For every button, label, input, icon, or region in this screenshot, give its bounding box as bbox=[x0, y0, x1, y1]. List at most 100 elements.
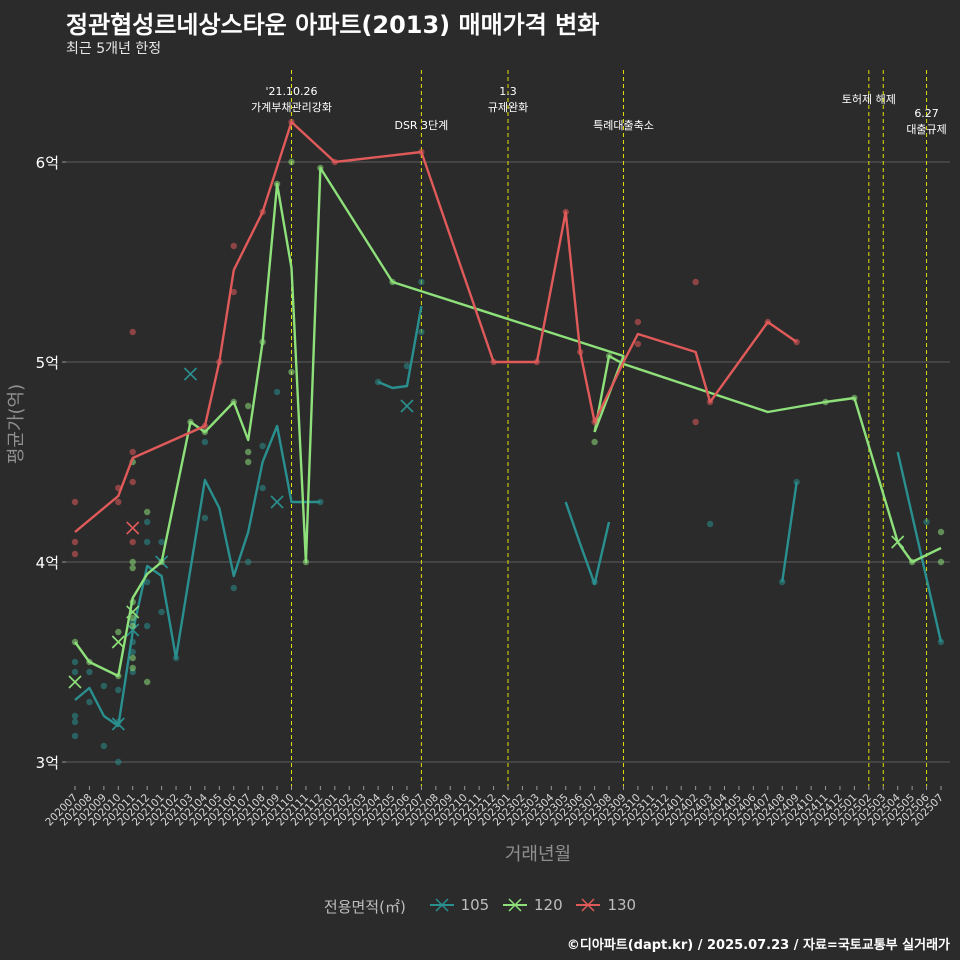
data-point-105 bbox=[403, 362, 411, 370]
data-point-105 bbox=[418, 328, 425, 336]
data-point-130 bbox=[129, 328, 136, 336]
event-label: 규제완화 bbox=[488, 101, 528, 114]
y-tick-label: 3억 bbox=[36, 754, 59, 772]
data-point-120 bbox=[129, 558, 136, 566]
legend-item-120: 120 bbox=[502, 896, 563, 914]
data-point-105 bbox=[230, 584, 237, 592]
legend-item-130: 130 bbox=[575, 896, 636, 914]
data-point-105 bbox=[273, 388, 281, 396]
y-tick-label: 6억 bbox=[36, 154, 59, 172]
data-point-130 bbox=[71, 538, 79, 546]
data-point-120 bbox=[129, 664, 136, 672]
data-point-130 bbox=[129, 448, 136, 456]
legend-key-130-icon bbox=[576, 898, 601, 912]
data-point-130 bbox=[71, 498, 79, 506]
event-label: 토허제 해제 bbox=[842, 92, 896, 106]
series-line-105 bbox=[781, 481, 798, 583]
legend-label-130: 130 bbox=[607, 896, 637, 914]
legend-title: 전용면적(㎡) bbox=[323, 898, 406, 916]
cross-mark-105 bbox=[183, 367, 198, 381]
data-point-130 bbox=[692, 278, 699, 286]
data-point-105 bbox=[71, 668, 79, 676]
data-point-105 bbox=[143, 578, 151, 586]
series-line-120 bbox=[74, 166, 625, 678]
source-caption: ©디아파트(dapt.kr) / 2025.07.23 / 자료=국토교통부 실… bbox=[566, 938, 950, 953]
chart-subtitle: 최근 5개년 한정 bbox=[66, 41, 162, 57]
data-point-105 bbox=[923, 518, 930, 526]
cross-mark-105 bbox=[111, 717, 125, 731]
data-point-105 bbox=[245, 558, 252, 566]
cross-mark-130 bbox=[126, 521, 140, 535]
data-point-105 bbox=[706, 520, 714, 528]
y-axis-title: 평균가(억) bbox=[6, 384, 27, 464]
series-line-120 bbox=[593, 354, 942, 564]
data-point-105 bbox=[259, 442, 266, 450]
data-point-120 bbox=[129, 614, 136, 622]
data-point-105 bbox=[129, 648, 136, 656]
data-point-120 bbox=[245, 402, 252, 410]
data-point-120 bbox=[129, 622, 136, 630]
event-label: DSR 3단계 bbox=[394, 119, 448, 132]
cross-mark-120 bbox=[111, 635, 125, 649]
data-point-120 bbox=[245, 458, 252, 466]
data-point-105 bbox=[100, 682, 108, 690]
event-label: 1.3 bbox=[499, 85, 517, 98]
legend-item-105: 105 bbox=[429, 896, 490, 914]
data-point-105 bbox=[86, 698, 93, 706]
y-tick-label: 5억 bbox=[36, 354, 59, 372]
data-point-130 bbox=[230, 288, 237, 296]
data-point-105 bbox=[115, 686, 122, 694]
legend-label-105: 105 bbox=[460, 896, 490, 914]
event-label: 6.27 bbox=[914, 107, 939, 120]
cross-mark-105 bbox=[126, 623, 140, 637]
data-point-105 bbox=[259, 484, 266, 492]
data-point-130 bbox=[71, 550, 79, 558]
data-point-120 bbox=[288, 158, 295, 166]
data-point-130 bbox=[129, 538, 136, 546]
data-point-105 bbox=[71, 712, 79, 720]
data-point-120 bbox=[143, 678, 151, 686]
data-point-105 bbox=[158, 538, 165, 546]
data-point-105 bbox=[158, 608, 165, 616]
data-point-120 bbox=[937, 558, 945, 566]
x-axis-title: 거래년월 bbox=[505, 844, 571, 865]
cross-mark-120 bbox=[126, 605, 140, 619]
data-point-105 bbox=[71, 658, 79, 666]
series-line-105 bbox=[74, 424, 321, 728]
data-point-105 bbox=[143, 622, 151, 630]
data-point-120 bbox=[288, 368, 295, 376]
legend-key-120-icon bbox=[503, 898, 528, 912]
event-label: 특례대출축소 bbox=[593, 119, 654, 132]
data-point-105 bbox=[201, 438, 209, 446]
data-point-105 bbox=[100, 742, 108, 750]
cross-mark-120 bbox=[68, 675, 82, 689]
data-point-105 bbox=[418, 278, 425, 286]
data-point-105 bbox=[115, 758, 122, 766]
data-point-120 bbox=[937, 528, 945, 536]
data-point-130 bbox=[634, 318, 642, 326]
data-point-105 bbox=[143, 518, 151, 526]
series-line-130 bbox=[74, 120, 798, 533]
data-point-120 bbox=[245, 448, 252, 456]
cross-mark-105 bbox=[270, 495, 284, 509]
data-point-120 bbox=[129, 654, 136, 662]
data-point-120 bbox=[129, 564, 136, 572]
series-line-105 bbox=[377, 305, 423, 390]
chart-title: 정관협성르네상스타운 아파트(2013) 매매가격 변화 bbox=[66, 11, 600, 39]
data-point-130 bbox=[634, 340, 642, 348]
event-label: '21.10.26 bbox=[265, 85, 317, 98]
data-point-130 bbox=[692, 418, 699, 426]
data-point-105 bbox=[86, 668, 93, 676]
event-label: 대출규제 bbox=[906, 123, 946, 136]
data-point-105 bbox=[143, 538, 151, 546]
series-line-105 bbox=[896, 451, 943, 643]
data-point-130 bbox=[230, 242, 237, 250]
data-point-105 bbox=[71, 718, 79, 726]
data-point-105 bbox=[71, 732, 79, 740]
legend-key-105-icon bbox=[429, 898, 454, 912]
data-point-130 bbox=[129, 478, 136, 486]
data-point-120 bbox=[143, 508, 151, 516]
data-point-120 bbox=[591, 438, 598, 446]
cross-mark-105 bbox=[400, 399, 414, 413]
